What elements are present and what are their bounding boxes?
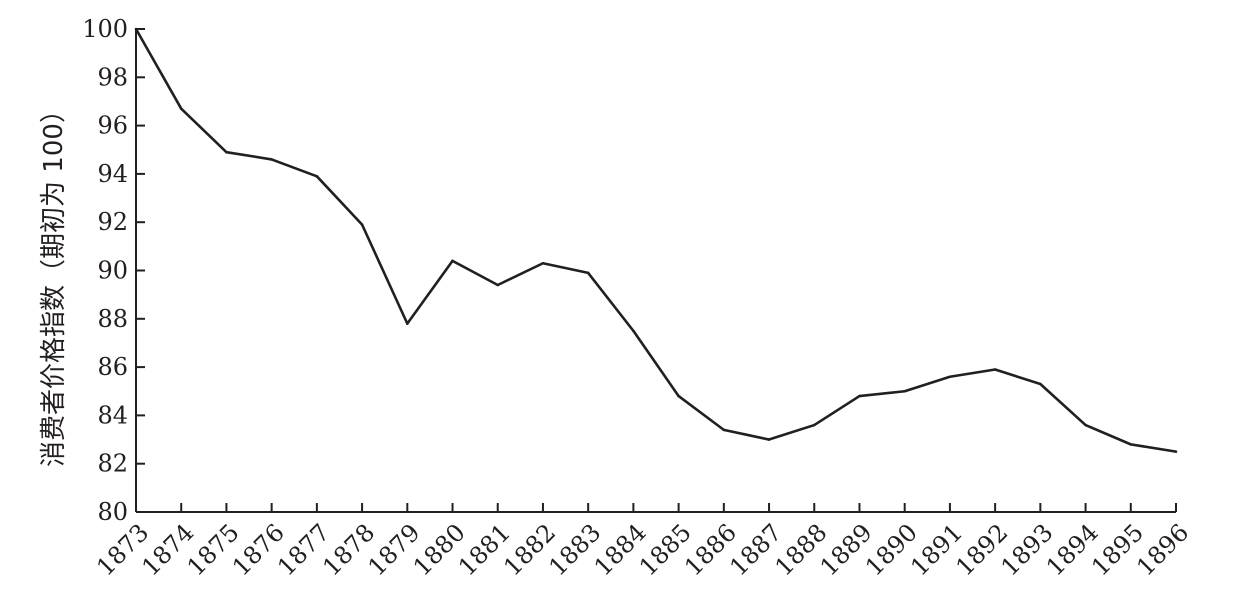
data-point <box>677 394 680 398</box>
x-tick-label: 1893 <box>996 518 1059 581</box>
y-tick-label: 96 <box>97 112 128 140</box>
x-tick-label: 1873 <box>91 518 154 581</box>
x-tick-label: 1878 <box>317 518 380 581</box>
y-tick-label: 100 <box>82 15 128 43</box>
x-tick-label: 1884 <box>589 518 652 581</box>
y-tick-label: 98 <box>97 63 128 91</box>
x-tick-label: 1883 <box>543 518 606 581</box>
x-tick-label: 1891 <box>905 518 968 581</box>
data-point <box>1174 450 1178 453</box>
x-tick-label: 1876 <box>227 518 290 581</box>
x-tick-label: 1875 <box>182 518 245 581</box>
data-point <box>858 394 861 398</box>
x-tick-label: 1888 <box>770 518 833 581</box>
x-tick-label: 1886 <box>679 518 742 581</box>
x-tick-label: 1892 <box>950 518 1013 581</box>
y-tick-label: 80 <box>97 498 128 526</box>
data-point <box>179 107 183 110</box>
y-axis: 80 82 84 86 88 90 92 94 96 98 100 <box>82 15 145 526</box>
data-point <box>993 368 997 371</box>
data-point <box>406 322 409 325</box>
x-tick-label: 1895 <box>1086 518 1149 581</box>
data-point <box>1039 382 1042 386</box>
data-point <box>270 158 273 161</box>
y-tick-label: 90 <box>97 257 128 285</box>
x-tick-label: 1885 <box>634 518 697 581</box>
x-tick-label: 1874 <box>136 518 199 581</box>
data-point <box>586 271 590 275</box>
x-tick-label: 1881 <box>453 518 516 581</box>
data-point <box>496 283 500 287</box>
data-point <box>134 27 138 31</box>
series-line <box>134 28 1177 453</box>
data-point <box>225 150 228 154</box>
y-axis-title: 消费者价格指数（期初为 100） <box>39 97 69 467</box>
data-point <box>903 389 906 393</box>
x-tick-label: 1896 <box>1131 518 1194 581</box>
x-tick-label: 1880 <box>408 518 471 581</box>
data-point <box>948 375 952 379</box>
y-tick-label: 94 <box>97 160 128 188</box>
x-axis: 1873187418751876187718781879188018811882… <box>91 503 1194 581</box>
x-tick-label: 1879 <box>363 518 426 581</box>
y-tick-label: 86 <box>97 353 128 381</box>
x-tick-label: 1877 <box>272 518 335 581</box>
data-point <box>451 259 454 263</box>
x-tick-label: 1887 <box>724 518 787 581</box>
x-tick-label: 1882 <box>498 518 561 581</box>
x-tick-label: 1894 <box>1041 518 1104 581</box>
data-point <box>360 223 364 226</box>
series-layer <box>134 27 1178 453</box>
y-tick-label: 88 <box>97 305 128 333</box>
data-point <box>1084 423 1087 427</box>
data-point <box>541 261 545 265</box>
data-point <box>722 428 726 432</box>
data-point <box>632 329 635 333</box>
y-tick-label: 84 <box>97 401 128 429</box>
data-point <box>767 438 771 441</box>
x-tick-label: 1889 <box>815 518 878 581</box>
data-point <box>812 423 816 427</box>
data-point <box>1129 443 1133 446</box>
y-tick-label: 92 <box>97 208 128 236</box>
x-tick-label: 1890 <box>860 518 923 581</box>
y-tick-label: 82 <box>97 450 128 478</box>
data-point <box>315 175 319 178</box>
